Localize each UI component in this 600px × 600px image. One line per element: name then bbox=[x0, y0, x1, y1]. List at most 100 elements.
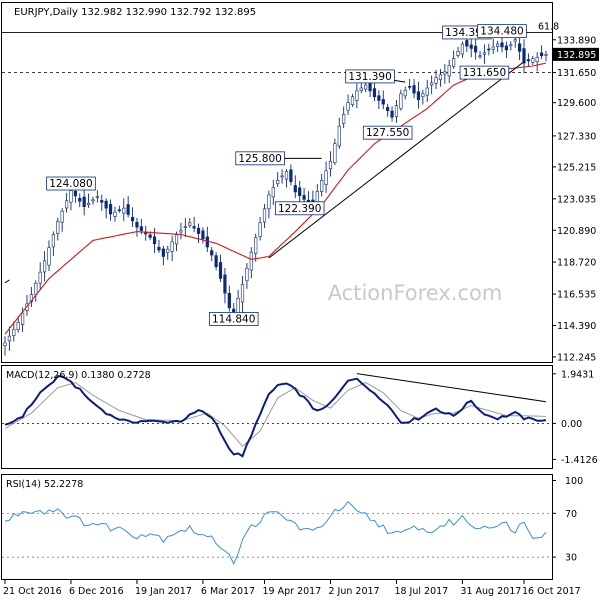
candle-body bbox=[227, 292, 231, 309]
candle-body bbox=[478, 55, 482, 58]
price-axis-label: 118.720 bbox=[557, 258, 596, 269]
candle-body bbox=[390, 110, 394, 118]
candle-body bbox=[513, 39, 517, 42]
fib-level-label: 61.8 bbox=[538, 21, 559, 32]
candle-body bbox=[430, 82, 434, 86]
candle-body bbox=[161, 248, 165, 257]
candle-body bbox=[82, 196, 86, 207]
candle-body bbox=[399, 93, 403, 109]
candle-body bbox=[12, 328, 16, 336]
candle-body bbox=[122, 207, 126, 214]
candle-body bbox=[328, 160, 333, 170]
rsi-panel-frame bbox=[1, 474, 553, 580]
candle-body bbox=[531, 58, 535, 63]
rsi-line bbox=[4, 500, 547, 566]
macd-panel-frame bbox=[1, 365, 553, 469]
candle-body bbox=[60, 210, 64, 223]
x-axis-label: 6 Dec 2016 bbox=[69, 586, 124, 597]
candle-body bbox=[504, 45, 509, 51]
candle-body bbox=[47, 247, 51, 266]
candle-body bbox=[20, 312, 25, 325]
candle-body bbox=[117, 209, 121, 212]
candle-body bbox=[51, 234, 55, 248]
x-axis-label: 31 Aug 2017 bbox=[460, 586, 521, 597]
price-label-box bbox=[362, 125, 413, 140]
macd-layer: 1.9431 0.00 -1.4126 bbox=[2, 369, 598, 466]
watermark: ActionForex.com bbox=[328, 281, 503, 305]
candle-body bbox=[232, 308, 236, 313]
price-axis-label: 127.330 bbox=[557, 131, 596, 142]
candle-body bbox=[535, 56, 539, 63]
candle-body bbox=[298, 187, 302, 196]
candle-body bbox=[108, 204, 113, 215]
price-axis-label: 112.245 bbox=[557, 352, 596, 363]
candle-body bbox=[157, 246, 161, 251]
candle-body bbox=[496, 43, 500, 47]
x-axis: 21 Oct 2016 6 Dec 2016 19 Jan 2017 6 Mar 20… bbox=[3, 580, 581, 597]
moving-average-line bbox=[4, 62, 547, 335]
candle-body bbox=[196, 227, 201, 234]
candle-body bbox=[170, 241, 174, 252]
candle-body bbox=[126, 204, 130, 215]
candle-body bbox=[350, 96, 355, 105]
candle-body bbox=[337, 125, 341, 147]
price-label: 125.800 bbox=[238, 153, 281, 165]
candle-body bbox=[456, 51, 460, 56]
candle-body bbox=[240, 284, 245, 303]
candle-body bbox=[16, 322, 20, 330]
candle-body bbox=[474, 45, 478, 53]
candle-body bbox=[86, 202, 91, 206]
candle-body bbox=[249, 251, 253, 271]
price-label-box bbox=[208, 312, 259, 326]
trendline bbox=[4, 279, 10, 284]
price-label-box bbox=[459, 65, 510, 80]
candle-body bbox=[7, 335, 11, 342]
candle-body bbox=[166, 248, 170, 253]
candle-body bbox=[201, 230, 205, 240]
candle-body bbox=[377, 95, 381, 101]
candle-body bbox=[271, 187, 275, 198]
candle-body bbox=[135, 221, 139, 228]
candle-body bbox=[434, 77, 438, 84]
candle-body bbox=[218, 262, 223, 279]
price-label: 114.840 bbox=[212, 313, 255, 325]
price-axis-label: 125.215 bbox=[557, 162, 596, 173]
price-label: 122.390 bbox=[278, 203, 321, 215]
candle-body bbox=[540, 52, 544, 57]
macd-signal-line bbox=[4, 382, 547, 448]
candle-body bbox=[381, 99, 385, 105]
candle-body bbox=[416, 91, 421, 101]
candle-body bbox=[421, 93, 425, 98]
candle-body bbox=[438, 74, 443, 81]
price-axis-label: 133.890 bbox=[557, 35, 596, 46]
candle-body bbox=[359, 87, 363, 91]
rsi-axis-label: 100 bbox=[565, 476, 583, 487]
price-label-box bbox=[46, 176, 96, 191]
candle-body bbox=[386, 107, 390, 112]
candle-body bbox=[544, 53, 548, 56]
symbol-header: EURJPY,Daily 132.982 132.990 132.792 132… bbox=[14, 7, 256, 18]
candle-body bbox=[522, 48, 526, 64]
x-axis-label: 19 Jan 2017 bbox=[135, 586, 192, 597]
macd-axis-label: 1.9431 bbox=[561, 369, 594, 380]
candle-body bbox=[179, 230, 183, 233]
macd-axis-label: -1.4126 bbox=[561, 455, 598, 466]
price-label: 131.650 bbox=[463, 67, 506, 79]
candle-body bbox=[73, 190, 77, 197]
price-axis-label: 129.600 bbox=[557, 98, 596, 109]
macd-line bbox=[4, 375, 547, 458]
price-label: 134.480 bbox=[480, 26, 523, 38]
candle-body bbox=[306, 199, 311, 202]
x-axis-label: 21 Oct 2016 bbox=[3, 586, 62, 597]
candle-body bbox=[91, 199, 95, 202]
current-price-label: 132.895 bbox=[557, 50, 596, 61]
candle-body bbox=[364, 84, 368, 90]
price-label-box bbox=[345, 69, 395, 84]
candle-body bbox=[174, 234, 179, 245]
candle-body bbox=[487, 48, 491, 51]
candle-body bbox=[78, 197, 82, 202]
candle-body bbox=[42, 260, 47, 273]
candle-body bbox=[64, 200, 69, 209]
candle-body bbox=[293, 185, 297, 193]
